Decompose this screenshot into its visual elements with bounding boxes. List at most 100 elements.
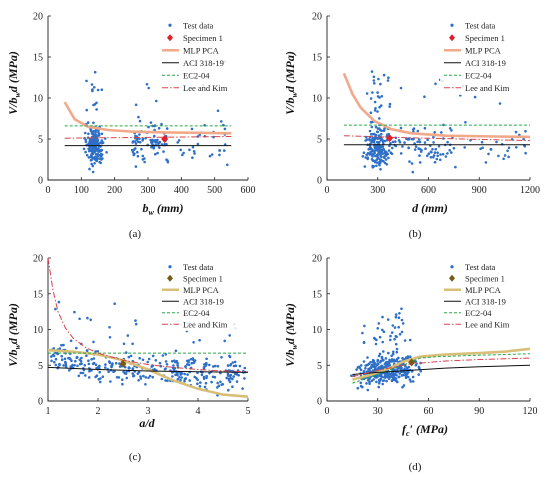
test-data-point xyxy=(365,138,369,141)
test-data-point xyxy=(418,366,421,370)
test-data-point xyxy=(62,343,65,347)
test-data-point xyxy=(87,142,90,146)
test-data-point xyxy=(82,147,86,151)
test-data-point xyxy=(95,108,98,111)
test-data-point xyxy=(385,163,389,166)
test-data-point xyxy=(53,360,56,364)
test-data-point xyxy=(429,156,433,159)
test-data-point xyxy=(151,354,155,358)
test-data-point xyxy=(99,161,102,165)
test-data-point xyxy=(363,369,366,373)
test-data-point xyxy=(364,156,368,159)
test-data-point xyxy=(60,343,63,347)
test-data-point xyxy=(136,154,140,158)
test-data-point xyxy=(93,150,96,154)
test-data-point xyxy=(84,140,88,144)
test-data-point xyxy=(417,147,421,150)
test-data-point xyxy=(182,151,185,155)
test-data-point xyxy=(90,358,93,361)
test-data-point xyxy=(378,352,382,356)
test-data-point xyxy=(93,162,96,165)
test-data-point xyxy=(407,375,410,379)
test-data-point xyxy=(144,376,148,379)
legend-background xyxy=(158,17,244,95)
x-tick-label: 3 xyxy=(146,406,151,417)
test-data-point xyxy=(398,312,401,315)
test-data-point xyxy=(89,145,92,149)
lee-and-kim-line xyxy=(64,136,232,139)
test-data-point xyxy=(388,102,392,106)
legend-label: ACI 318-19 xyxy=(183,58,224,68)
y-axis-label-a: V/bwd (MPa) xyxy=(6,51,22,115)
test-data-point xyxy=(392,376,395,380)
test-data-point xyxy=(401,356,404,360)
test-data-point xyxy=(376,110,379,113)
test-data-point xyxy=(96,157,99,161)
mlp-pca-line xyxy=(342,72,531,139)
test-data-point xyxy=(179,371,183,375)
test-data-point xyxy=(387,149,391,152)
test-data-point xyxy=(395,335,398,339)
test-data-point xyxy=(392,350,395,354)
test-data-point xyxy=(88,139,92,143)
test-data-point xyxy=(69,339,73,343)
test-data-point xyxy=(379,158,383,162)
test-data-point xyxy=(359,384,363,388)
x-tick-label: 500 xyxy=(207,185,222,196)
test-data-point xyxy=(359,381,363,385)
test-data-point xyxy=(370,141,373,144)
test-data-point xyxy=(365,382,368,385)
test-data-point xyxy=(397,316,401,320)
test-data-point xyxy=(391,146,394,150)
test-data-point xyxy=(381,340,385,344)
test-data-point xyxy=(81,371,85,375)
test-data-point xyxy=(131,367,135,370)
test-data-point xyxy=(162,150,165,153)
legend-label: Specimen 1 xyxy=(465,33,505,43)
legend-b: Test data Specimen 1 MLP PCA ACI 318-19 EC2-… xyxy=(440,17,526,95)
test-data-point xyxy=(380,132,383,136)
test-data-point xyxy=(200,373,204,377)
test-data-point xyxy=(122,370,125,374)
test-data-point xyxy=(379,377,383,381)
legend-swatch-specimen-1 xyxy=(167,34,173,42)
specimen-1-marker xyxy=(119,359,127,368)
test-data-point xyxy=(379,82,382,86)
test-data-point xyxy=(418,161,422,164)
test-data-point xyxy=(373,82,376,85)
test-data-point xyxy=(378,374,381,377)
test-data-point xyxy=(368,129,372,133)
mlp-pca-line xyxy=(352,347,531,381)
y-axis-label-c: V/bwd (MPa) xyxy=(6,303,22,367)
test-data-point xyxy=(409,355,412,359)
test-data-point xyxy=(381,139,385,142)
y-tick-label: 5 xyxy=(38,361,43,372)
test-data-point xyxy=(364,135,368,139)
test-data-point xyxy=(382,350,385,353)
test-data-point xyxy=(367,148,371,151)
test-data-point xyxy=(150,140,153,144)
test-data-point xyxy=(232,364,236,368)
test-data-point xyxy=(414,363,418,367)
test-data-point xyxy=(372,79,376,82)
legend-swatch-test-data xyxy=(450,23,454,27)
test-data-point xyxy=(151,375,154,379)
test-data-point xyxy=(359,368,363,372)
test-data-point xyxy=(404,356,408,360)
test-data-point xyxy=(92,121,95,125)
test-data-point xyxy=(371,164,374,168)
test-data-point xyxy=(192,150,196,153)
test-data-point xyxy=(84,150,87,154)
test-data-point xyxy=(507,155,510,159)
test-data-point xyxy=(198,338,201,342)
test-data-point xyxy=(133,140,137,143)
test-data-point xyxy=(217,384,221,388)
test-data-point xyxy=(393,337,396,341)
test-data-point xyxy=(147,357,151,361)
test-data-point xyxy=(115,376,119,379)
y-tick-label: 10 xyxy=(33,325,43,336)
test-data-point xyxy=(191,357,195,360)
test-data-point xyxy=(91,139,95,142)
legend-background xyxy=(158,259,244,331)
